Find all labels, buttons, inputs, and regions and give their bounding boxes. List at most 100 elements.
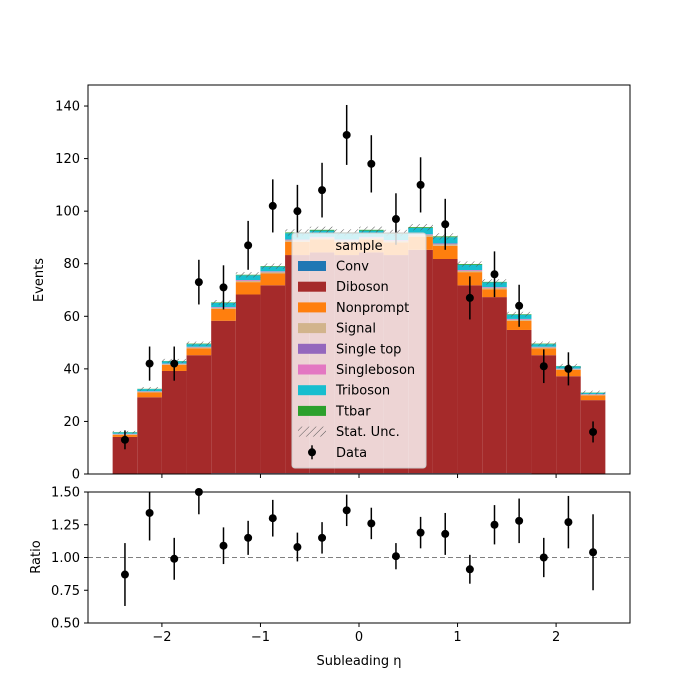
legend: sample Conv Diboson Nonprompt Signal Single t…: [291, 232, 427, 469]
ratio-point: [293, 543, 302, 552]
ratio-point: [391, 552, 400, 561]
data-point: [564, 364, 573, 373]
bar-signal: [457, 270, 483, 273]
x-tick-label: −1: [251, 630, 270, 645]
ratio-point: [268, 514, 277, 523]
bar-nonprompt: [260, 273, 286, 286]
main-panel: 0 20 40 60 80 100 120 140 Events sample Conv Dibo…: [32, 84, 631, 483]
ratio-point: [564, 518, 573, 527]
ratio-point: [515, 516, 524, 525]
bar-nonprompt: [580, 395, 606, 401]
legend-label-data: Data: [336, 446, 367, 461]
stat-unc-band: [408, 224, 433, 231]
bar-signal: [531, 347, 557, 349]
legend-label-stat-unc: Stat. Unc.: [336, 425, 400, 440]
bar-signal: [186, 347, 212, 349]
legend-label-single-top: Single top: [336, 342, 401, 357]
bar-nonprompt: [235, 282, 261, 295]
bar-triboson: [408, 227, 433, 235]
bar-nonprompt: [211, 308, 236, 321]
data-point: [194, 278, 203, 287]
stat-unc-band: [531, 341, 557, 346]
ratio-point: [120, 570, 129, 579]
data-point: [318, 186, 327, 195]
legend-label-diboson: Diboson: [336, 280, 389, 295]
data-point: [515, 301, 524, 310]
data-point: [120, 435, 129, 444]
bar-diboson: [556, 376, 581, 474]
ratio-y-axis: 0.50 0.75 1.00 1.25 1.50: [51, 486, 88, 632]
data-point: [268, 201, 277, 210]
legend-label-signal: Signal: [336, 322, 376, 337]
x-tick-label: 0: [355, 630, 363, 645]
bar-diboson: [506, 329, 532, 474]
legend-swatch-diboson: [298, 281, 326, 292]
x-tick-label: 2: [552, 630, 560, 645]
y-tick-label: 40: [63, 362, 80, 377]
data-point: [416, 180, 425, 189]
ratio-point: [318, 533, 327, 542]
bar-signal: [260, 272, 286, 274]
ratio-point: [490, 520, 499, 529]
legend-swatch-conv: [298, 261, 326, 271]
y-tick-label: 80: [63, 257, 80, 272]
stat-unc-band: [137, 387, 162, 391]
ratio-y-tick-label: 1.50: [51, 486, 80, 501]
data-point: [219, 283, 228, 292]
ratio-point: [367, 519, 376, 528]
ratio-point: [342, 506, 351, 515]
bar-diboson: [260, 285, 286, 474]
bar-nonprompt: [137, 392, 162, 398]
bar-diboson: [161, 370, 187, 474]
data-points: [120, 104, 598, 450]
main-y-axis-label: Events: [32, 258, 47, 302]
ratio-y-tick-label: 1.25: [51, 518, 80, 533]
bar-diboson: [186, 355, 212, 474]
legend-label-triboson: Triboson: [335, 384, 390, 399]
ratio-x-axis: −2 −1 0 1 2: [152, 623, 560, 645]
main-x-axis: [161, 474, 557, 478]
bar-triboson: [260, 266, 286, 272]
bar-diboson: [432, 258, 458, 474]
x-axis-label: Subleading η: [316, 654, 401, 669]
data-point: [145, 359, 154, 368]
y-tick-label: 20: [63, 415, 80, 430]
bar-signal: [235, 280, 261, 283]
bar-signal: [137, 391, 162, 393]
stat-unc-band: [359, 226, 384, 233]
data-point: [589, 427, 598, 436]
legend-swatch-stat-unc: [298, 426, 326, 437]
ratio-point: [465, 565, 474, 574]
bar-nonprompt: [432, 245, 458, 259]
y-tick-label: 60: [63, 310, 80, 325]
x-tick-label: −2: [152, 630, 171, 645]
legend-swatch-triboson: [298, 385, 326, 396]
bar-diboson: [482, 297, 507, 474]
ratio-point: [416, 528, 425, 537]
bar-singleboson: [457, 270, 483, 271]
bar-singleboson: [260, 271, 286, 272]
data-point: [244, 241, 253, 250]
x-tick-label: 1: [453, 630, 461, 645]
data-point: [293, 207, 302, 216]
legend-label-singleboson: Singleboson: [336, 363, 415, 378]
legend-data-marker: [308, 448, 316, 457]
ratio-y-tick-label: 0.50: [51, 617, 80, 632]
y-tick-label: 100: [55, 205, 80, 220]
data-point: [490, 270, 499, 279]
y-tick-label: 0: [72, 468, 80, 483]
ratio-panel: 0.50 0.75 1.00 1.25 1.50 −2 −1 0 1 2 Ratio Suble…: [29, 486, 631, 669]
ratio-y-tick-label: 1.00: [51, 551, 80, 566]
legend-swatch-singleboson: [298, 364, 326, 375]
legend-label-nonprompt: Nonprompt: [336, 301, 409, 316]
legend-label-ttbar: Ttbar: [335, 404, 371, 419]
y-tick-label: 140: [55, 100, 80, 115]
data-point: [465, 293, 474, 302]
stat-unc-band: [334, 229, 359, 236]
stat-unc-band: [186, 341, 212, 346]
y-tick-label: 120: [55, 152, 80, 167]
legend-swatch-ttbar: [298, 405, 326, 416]
legend-label-conv: Conv: [336, 260, 369, 275]
ratio-point: [441, 529, 450, 538]
stat-unc-band: [235, 272, 261, 278]
